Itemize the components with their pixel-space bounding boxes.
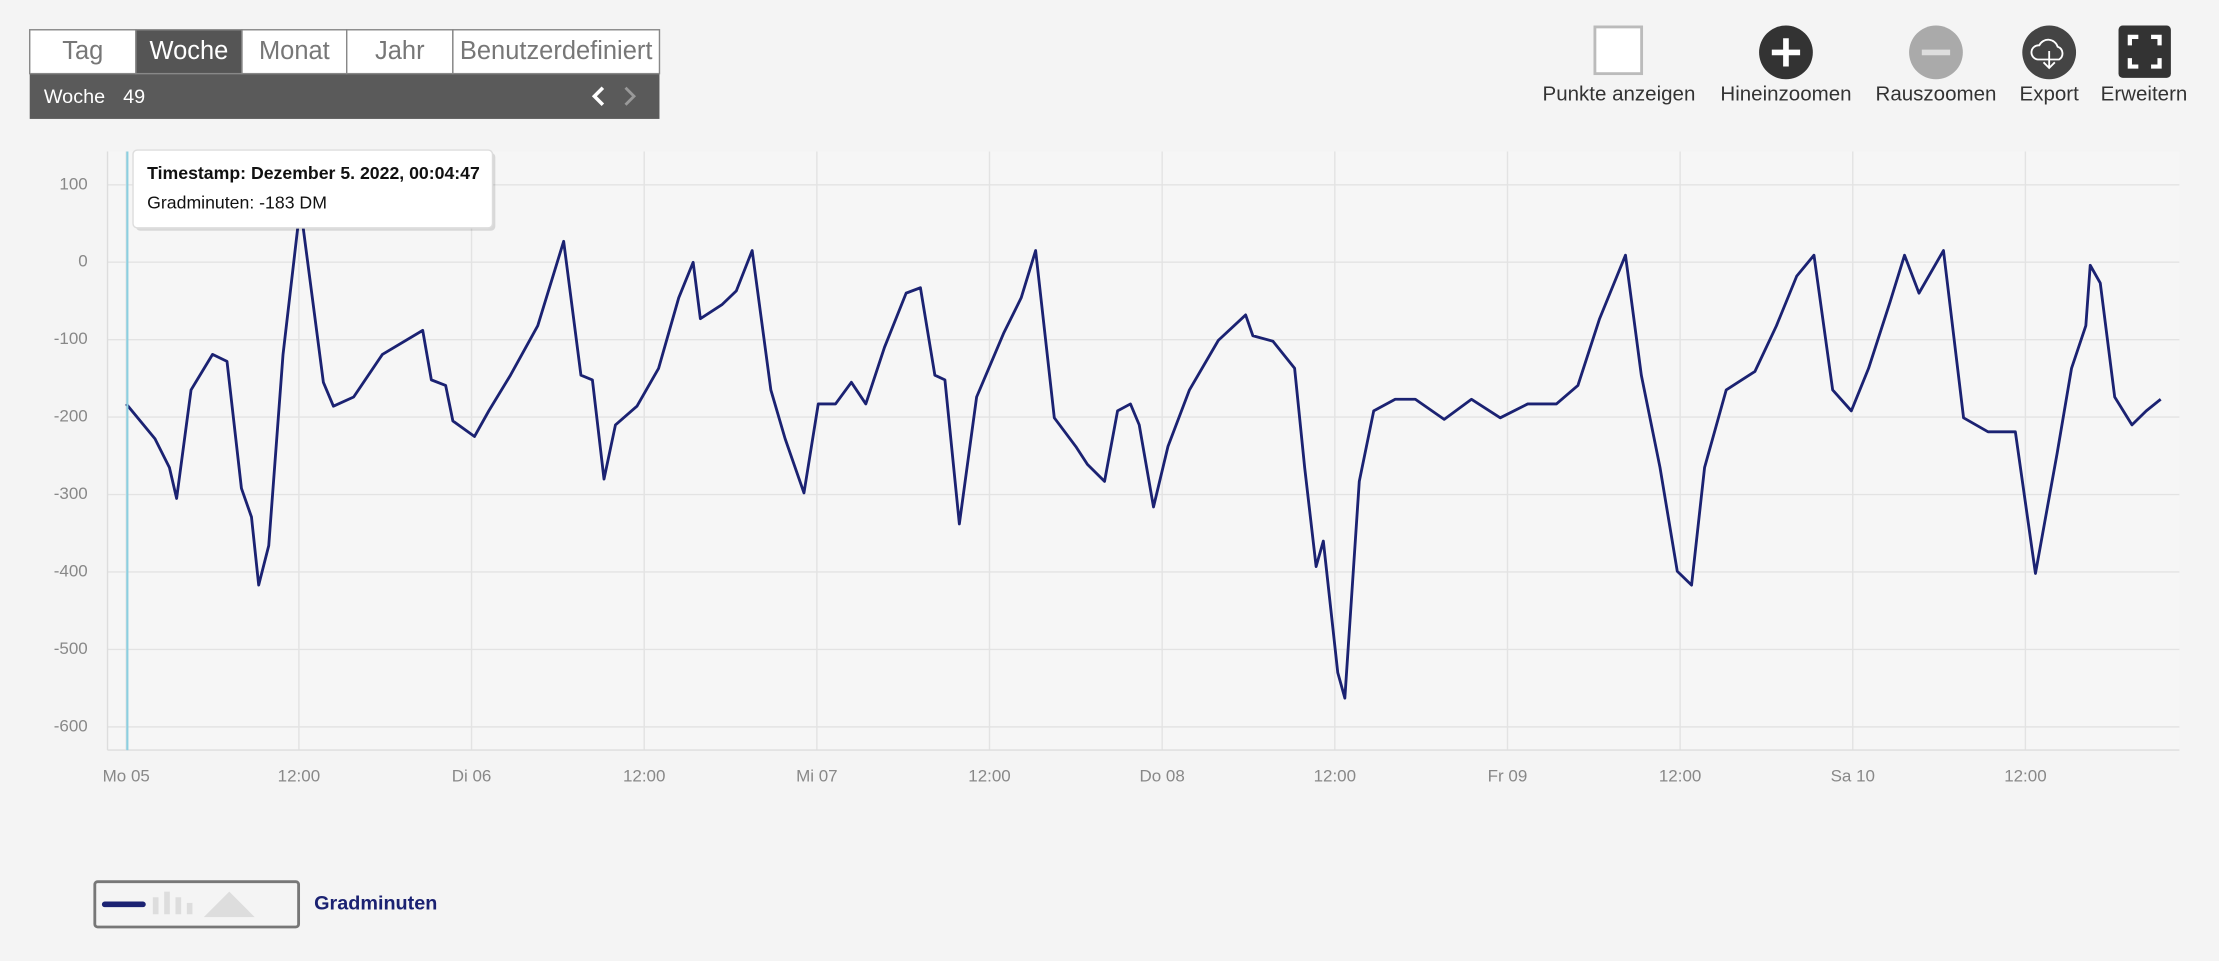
tooltip-timestamp: Timestamp: Dezember 5. 2022, 00:04:47: [147, 163, 480, 183]
y-tick-label: -100: [54, 329, 88, 348]
x-tick-label: Fr 09: [1488, 766, 1528, 785]
cloud: [2030, 38, 2064, 70]
x-tick-label: Mo 05: [103, 766, 150, 785]
tab-label[interactable]: Benutzerdefiniert: [460, 37, 653, 65]
y-tick-label: 100: [59, 174, 87, 193]
y-tick-label: -500: [54, 639, 88, 658]
y-tick-label: 0: [78, 252, 87, 271]
corners: [2127, 34, 2162, 69]
y-tick-label: -200: [54, 407, 88, 426]
legend-label[interactable]: Gradminuten: [314, 893, 437, 915]
checkbox[interactable]: [1593, 25, 1644, 76]
x-tick-label: 12:00: [623, 766, 665, 785]
period-value: 49: [123, 86, 145, 108]
tab-label[interactable]: Monat: [259, 37, 330, 65]
tooltip: [132, 149, 494, 229]
toolbar-label: Erweitern: [2101, 82, 2188, 105]
toolbar-label: Hineinzoomen: [1720, 82, 1851, 105]
x-tick-label: Di 06: [452, 766, 492, 785]
y-tick-label: -400: [54, 561, 88, 580]
tab[interactable]: [241, 29, 348, 75]
y-tick-label: -600: [54, 716, 88, 735]
tab-label[interactable]: Tag: [62, 37, 103, 65]
expand-icon[interactable]: [2118, 25, 2171, 78]
y-tick-label: -300: [54, 484, 88, 503]
legend-area: [203, 891, 255, 918]
x-tick-label: Sa 10: [1831, 766, 1875, 785]
x-tick-label: Mi 07: [796, 766, 838, 785]
x-tick-label: 12:00: [1314, 766, 1356, 785]
plus: [1771, 38, 1801, 67]
tab-label[interactable]: Jahr: [375, 37, 425, 65]
legend-box[interactable]: [93, 880, 301, 929]
x-tick-label: Do 08: [1140, 766, 1185, 785]
next-button[interactable]: [624, 86, 637, 106]
period-bar: [29, 73, 660, 119]
x-tick-label: 12:00: [278, 766, 320, 785]
toolbar-label: Export: [2020, 82, 2080, 105]
x-tick-label: 12:00: [2004, 766, 2046, 785]
toolbar-label: Punkte anzeigen: [1543, 82, 1696, 105]
x-tick-label: 12:00: [1659, 766, 1701, 785]
tab[interactable]: [29, 29, 137, 75]
x-tick-label: 12:00: [968, 766, 1010, 785]
legend-bars: [152, 891, 193, 915]
legend[interactable]: [93, 880, 301, 929]
tooltip-value: Gradminuten: -183 DM: [147, 193, 327, 213]
toolbar-label: Rauszoomen: [1876, 82, 1997, 105]
tab[interactable]: [452, 29, 661, 75]
period-label: Woche: [44, 86, 105, 108]
data-line: [125, 204, 2162, 700]
prev-button[interactable]: [591, 86, 605, 107]
toolbar-icons: [1593, 25, 2171, 80]
tab-label[interactable]: Woche: [150, 37, 229, 65]
